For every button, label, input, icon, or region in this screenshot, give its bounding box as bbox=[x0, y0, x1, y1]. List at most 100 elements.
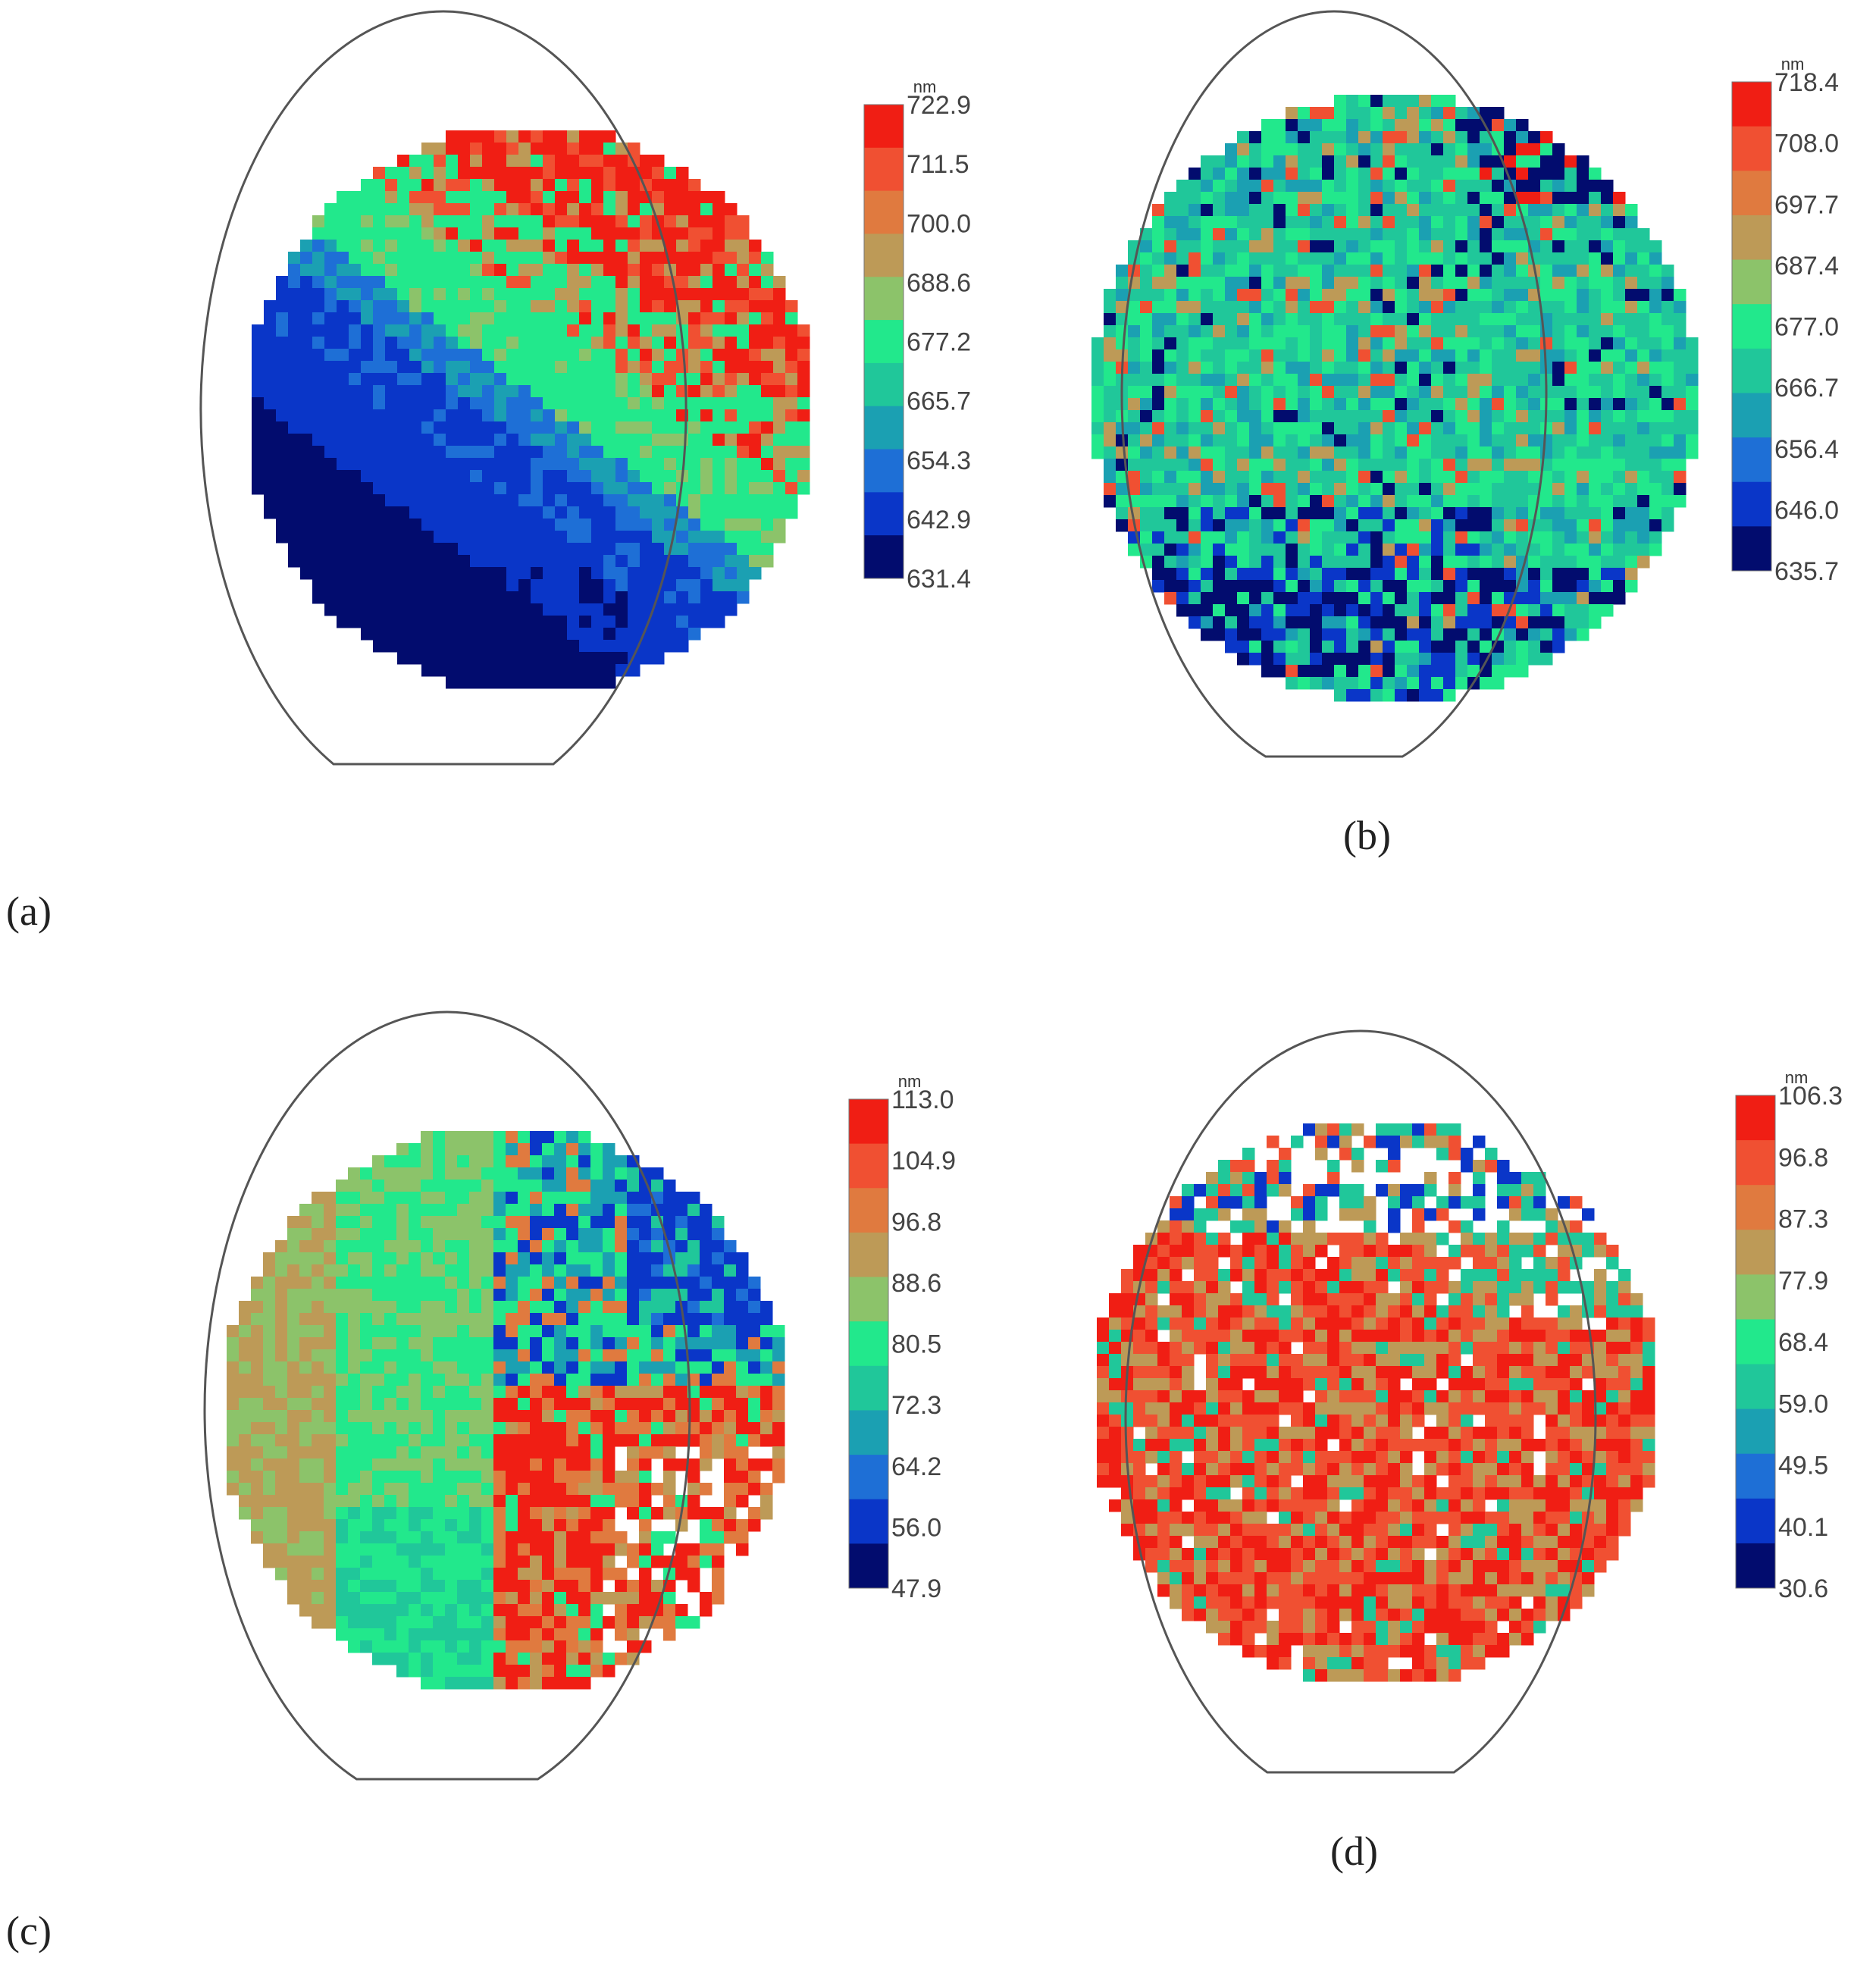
heatmap-cell bbox=[772, 1471, 785, 1484]
heatmap-cell bbox=[1589, 362, 1602, 374]
heatmap-cell bbox=[1467, 349, 1480, 362]
heatmap-cell bbox=[1213, 471, 1226, 484]
heatmap-cell bbox=[1152, 325, 1165, 338]
heatmap-cell bbox=[663, 1301, 676, 1314]
heatmap-cell bbox=[1552, 240, 1565, 253]
heatmap-cell bbox=[518, 167, 531, 180]
heatmap-cell bbox=[615, 591, 628, 604]
heatmap-cell bbox=[566, 1180, 579, 1192]
heatmap-cell bbox=[1564, 325, 1577, 338]
heatmap-cell bbox=[652, 409, 665, 422]
heatmap-cell bbox=[1273, 519, 1286, 532]
heatmap-cell bbox=[1492, 277, 1505, 290]
heatmap-cell bbox=[470, 143, 483, 155]
heatmap-cell bbox=[1516, 313, 1529, 326]
heatmap-cell bbox=[1467, 337, 1480, 350]
heatmap-cell bbox=[664, 349, 677, 362]
heatmap-cell bbox=[373, 555, 386, 568]
heatmap-cell bbox=[627, 1398, 640, 1411]
heatmap-cell bbox=[1383, 410, 1395, 423]
heatmap-cell bbox=[1674, 374, 1687, 387]
heatmap-cell bbox=[603, 1410, 615, 1423]
heatmap-cell bbox=[396, 1204, 409, 1217]
heatmap-cell bbox=[300, 409, 313, 422]
heatmap-cell bbox=[1540, 240, 1553, 253]
heatmap-cell bbox=[1552, 192, 1565, 205]
colorbar-segment bbox=[864, 406, 904, 450]
heatmap-cell bbox=[1540, 531, 1553, 544]
heatmap-cell bbox=[434, 652, 446, 665]
heatmap-cell bbox=[1237, 495, 1250, 508]
heatmap-cell bbox=[445, 1471, 458, 1484]
heatmap-cell bbox=[1516, 362, 1529, 374]
heatmap-cell bbox=[263, 1349, 276, 1362]
heatmap-cell bbox=[1431, 374, 1444, 387]
heatmap-cell bbox=[421, 555, 434, 568]
heatmap-cell bbox=[1395, 398, 1408, 411]
heatmap-cell bbox=[1116, 495, 1129, 508]
heatmap-cell bbox=[494, 543, 507, 556]
heatmap-cell bbox=[628, 203, 640, 216]
heatmap-cell bbox=[1334, 434, 1347, 447]
heatmap-cell bbox=[1577, 507, 1589, 520]
heatmap-cell bbox=[749, 434, 762, 446]
heatmap-cell bbox=[531, 652, 543, 665]
heatmap-cell bbox=[299, 1228, 312, 1241]
heatmap-cell bbox=[1516, 519, 1529, 532]
heatmap-cell bbox=[433, 1495, 446, 1508]
heatmap-cell bbox=[251, 1434, 264, 1447]
heatmap-cell bbox=[324, 579, 337, 592]
heatmap-cell bbox=[1273, 616, 1286, 629]
heatmap-cell bbox=[312, 555, 325, 568]
heatmap-cell bbox=[384, 1386, 397, 1399]
heatmap-cell bbox=[518, 555, 531, 568]
heatmap-cell bbox=[542, 1398, 555, 1411]
heatmap-cell bbox=[1419, 216, 1432, 229]
heatmap-cell bbox=[1467, 119, 1480, 132]
heatmap-cell bbox=[555, 676, 568, 689]
heatmap-cell bbox=[1201, 616, 1214, 629]
heatmap-cell bbox=[700, 227, 713, 240]
heatmap-cell bbox=[275, 1289, 288, 1302]
heatmap-cell bbox=[1419, 277, 1432, 290]
heatmap-cell bbox=[1395, 422, 1408, 435]
heatmap-cell bbox=[518, 421, 531, 434]
heatmap-cell bbox=[1298, 556, 1311, 569]
heatmap-cell bbox=[1370, 653, 1383, 666]
heatmap-cell bbox=[1298, 313, 1311, 326]
heatmap-cell bbox=[531, 506, 543, 519]
heatmap-cell bbox=[1273, 374, 1286, 387]
heatmap-cell bbox=[1322, 143, 1335, 156]
heatmap-cell bbox=[299, 1240, 312, 1253]
heatmap-cell bbox=[640, 579, 653, 592]
heatmap-cell bbox=[675, 1386, 688, 1399]
heatmap-cell bbox=[1128, 398, 1141, 411]
heatmap-cell bbox=[724, 1446, 737, 1459]
heatmap-cell bbox=[1237, 628, 1250, 641]
heatmap-cell bbox=[1346, 398, 1359, 411]
heatmap-cell bbox=[1577, 265, 1589, 277]
heatmap-cell bbox=[1273, 410, 1286, 423]
heatmap-cell bbox=[434, 640, 446, 653]
heatmap-cell bbox=[748, 1507, 761, 1520]
heatmap-cell bbox=[396, 1458, 409, 1471]
heatmap-cell bbox=[1625, 568, 1638, 581]
heatmap-cell bbox=[737, 373, 750, 386]
heatmap-cell bbox=[1480, 325, 1492, 338]
heatmap-cell bbox=[700, 300, 713, 313]
heatmap-cell bbox=[1443, 313, 1456, 326]
heatmap-cell bbox=[312, 215, 325, 228]
heatmap-cell bbox=[1589, 580, 1602, 593]
heatmap-cell bbox=[567, 312, 580, 325]
heatmap-cell bbox=[761, 312, 774, 325]
heatmap-cell bbox=[725, 300, 738, 313]
heatmap-cell bbox=[287, 1386, 300, 1399]
heatmap-cell bbox=[603, 1325, 615, 1338]
heatmap-cell bbox=[337, 252, 349, 265]
heatmap-cell bbox=[446, 482, 459, 495]
heatmap-cell bbox=[493, 1337, 506, 1350]
heatmap-cell bbox=[651, 1507, 664, 1520]
heatmap-cell bbox=[737, 519, 750, 531]
heatmap-cell bbox=[1455, 265, 1468, 277]
heatmap-cell bbox=[725, 434, 738, 446]
